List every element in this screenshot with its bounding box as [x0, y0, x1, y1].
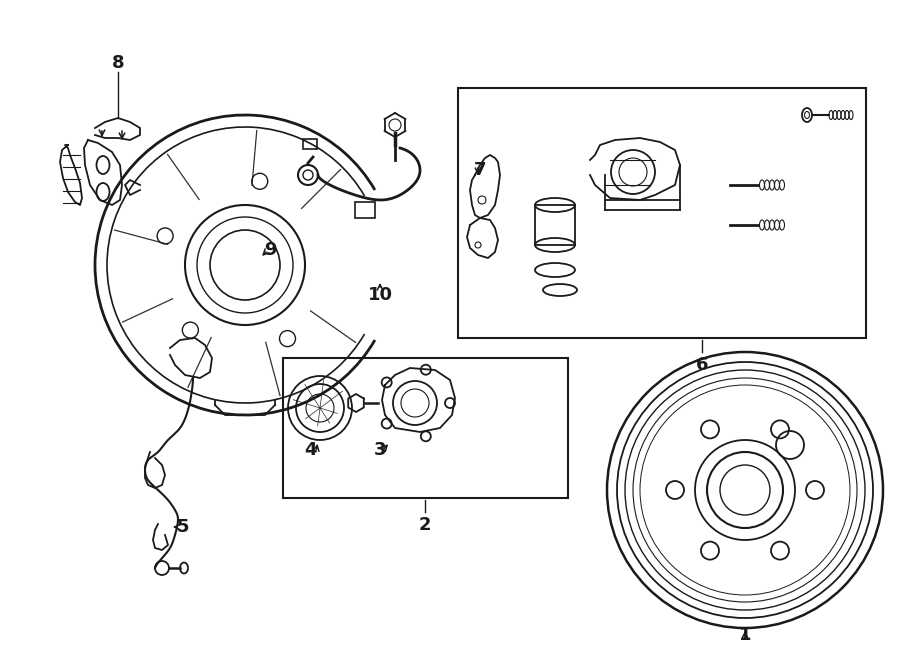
Bar	[303, 139, 317, 149]
Text: 8: 8	[112, 54, 124, 72]
Text: 3: 3	[374, 441, 386, 459]
Text: 7: 7	[473, 161, 486, 179]
Text: 9: 9	[264, 241, 276, 259]
Text: 5: 5	[176, 518, 189, 536]
Text: 10: 10	[367, 286, 392, 304]
Text: 6: 6	[696, 356, 708, 374]
Text: 4: 4	[304, 441, 316, 459]
Bar	[535, 205, 575, 245]
Text: 2: 2	[418, 516, 431, 534]
Text: 1: 1	[739, 626, 752, 644]
Bar	[458, 88, 866, 338]
Bar	[283, 358, 568, 498]
Bar	[355, 202, 375, 218]
